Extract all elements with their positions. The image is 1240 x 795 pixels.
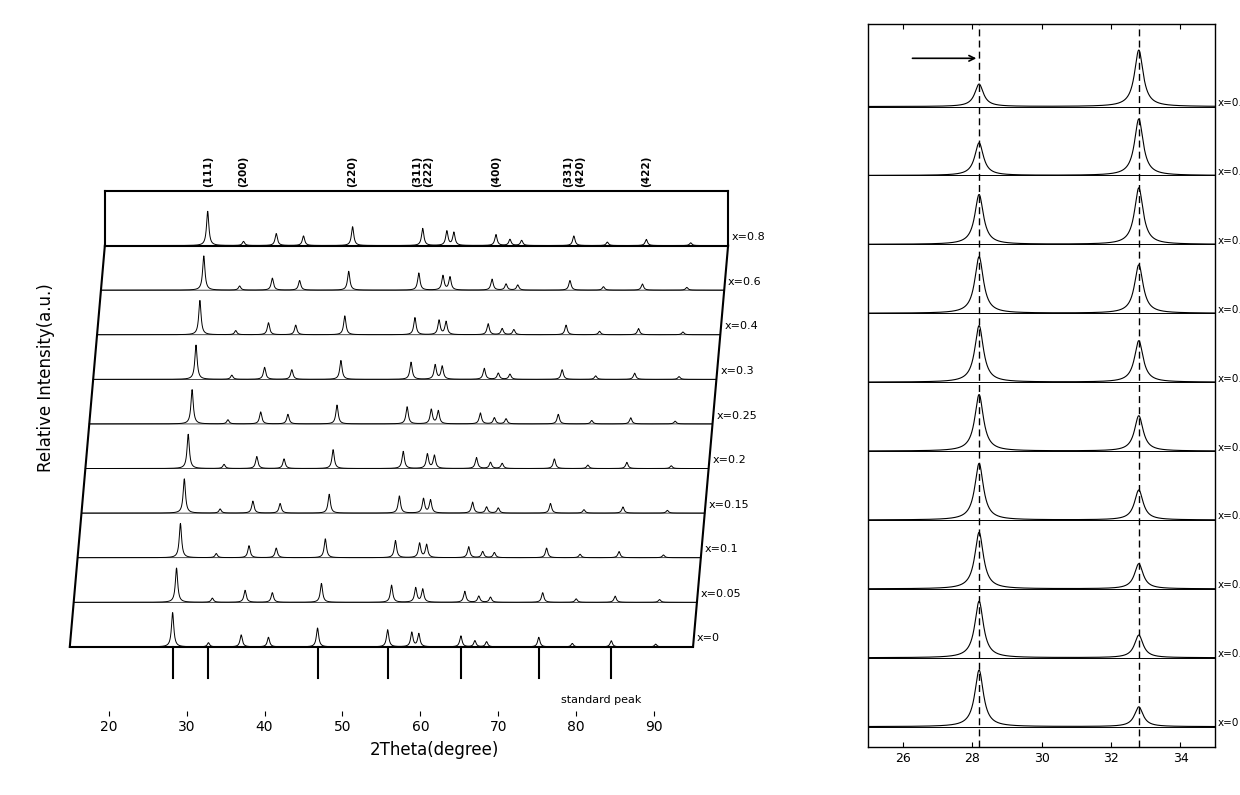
Y-axis label: Relative Intensity(a.u.): Relative Intensity(a.u.) [37, 283, 55, 472]
Text: x=0.25: x=0.25 [717, 410, 758, 421]
Text: (400): (400) [491, 156, 501, 188]
Text: x=0.4: x=0.4 [724, 321, 758, 332]
Text: (331)
(420): (331) (420) [563, 156, 584, 188]
Text: (200): (200) [238, 156, 248, 188]
Text: x=0: x=0 [1218, 718, 1239, 728]
Text: x=0.3: x=0.3 [1218, 304, 1240, 315]
Text: (111): (111) [202, 156, 213, 188]
Text: (422): (422) [641, 156, 651, 188]
Text: x=0.1: x=0.1 [1218, 580, 1240, 591]
Text: x=0.1: x=0.1 [704, 545, 738, 554]
X-axis label: 2Theta(degree): 2Theta(degree) [370, 741, 498, 759]
Text: x=0.15: x=0.15 [1218, 511, 1240, 522]
Text: x=0.05: x=0.05 [701, 589, 742, 599]
Text: x=0.25: x=0.25 [1218, 374, 1240, 384]
Text: x=0.8: x=0.8 [1218, 98, 1240, 108]
Text: standard peak: standard peak [560, 695, 641, 705]
Text: x=0: x=0 [697, 634, 720, 643]
Text: x=0.2: x=0.2 [1218, 443, 1240, 452]
Text: x=0.6: x=0.6 [728, 277, 761, 287]
Text: x=0.8: x=0.8 [732, 232, 766, 242]
Text: x=0.6: x=0.6 [1218, 167, 1240, 177]
Text: x=0.05: x=0.05 [1218, 650, 1240, 659]
Text: (311)
(222): (311) (222) [412, 156, 434, 188]
Text: x=0.2: x=0.2 [713, 455, 746, 465]
Text: x=0.4: x=0.4 [1218, 236, 1240, 246]
Text: (220): (220) [347, 156, 357, 188]
Text: x=0.3: x=0.3 [720, 366, 754, 376]
Text: x=0.15: x=0.15 [708, 500, 749, 510]
